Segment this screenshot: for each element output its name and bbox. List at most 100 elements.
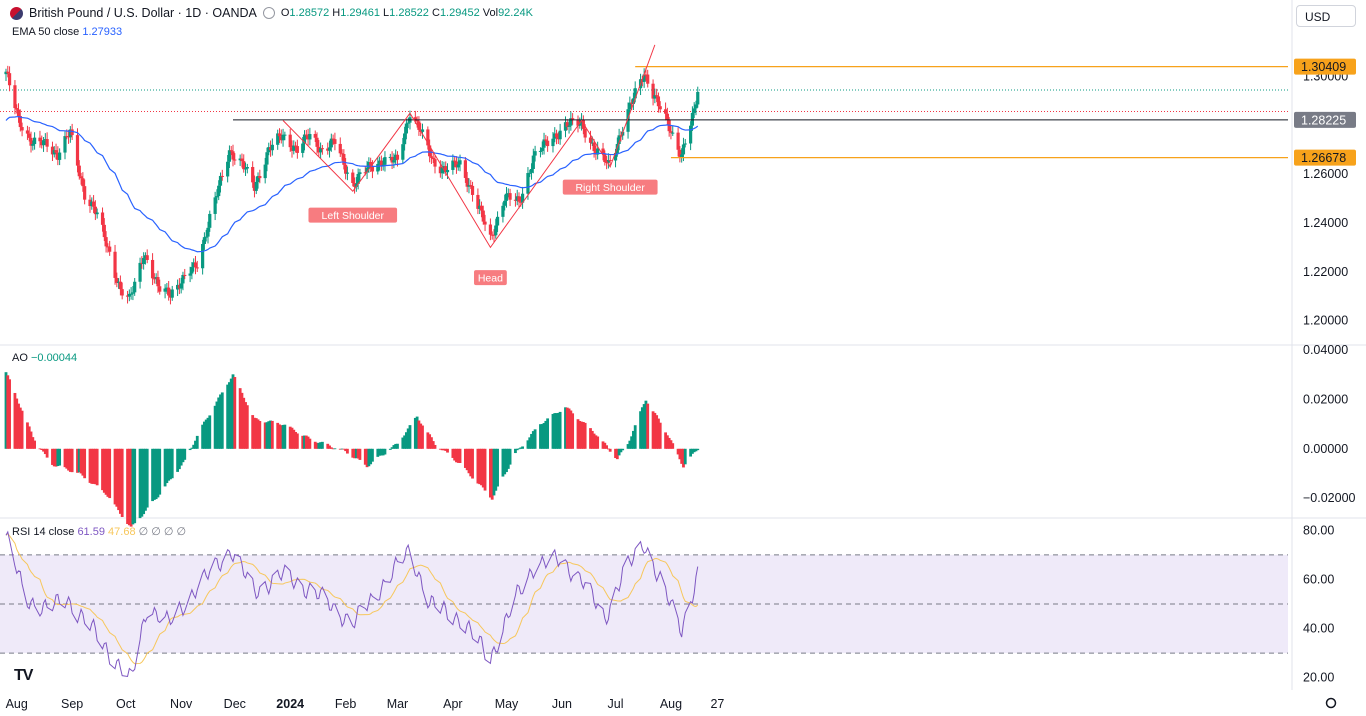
ao-histogram-bar: [308, 438, 312, 449]
ao-histogram-bar: [54, 448, 58, 467]
candle-body: [356, 173, 360, 184]
ao-histogram-bar: [453, 448, 457, 461]
ao-histogram-bar: [104, 448, 108, 495]
candle-body: [438, 166, 442, 174]
ao-histogram-bar: [183, 448, 187, 460]
symbol-title[interactable]: British Pound / U.S. Dollar · 1D · OANDA: [29, 6, 257, 20]
candle-body: [433, 159, 437, 167]
ao-histogram-bar: [644, 400, 648, 449]
ao-histogram-bar: [558, 411, 562, 449]
candle-body: [395, 154, 400, 160]
ao-histogram-bar: [258, 421, 262, 449]
candle-body: [150, 259, 155, 279]
candle-body: [27, 133, 31, 138]
ao-histogram-bar: [531, 431, 535, 449]
candle-body: [304, 134, 308, 136]
candle-body: [158, 286, 162, 292]
ao-histogram-bar: [379, 448, 383, 456]
ao-histogram-bar: [667, 437, 671, 449]
ao-histogram-bar: [678, 448, 682, 460]
ao-histogram-bar: [290, 427, 294, 449]
candle-body: [519, 201, 523, 203]
ao-histogram-bar: [13, 392, 17, 449]
ao-histogram-bar: [6, 375, 10, 449]
rsi-legend[interactable]: RSI 14 close 61.59 47.68 ∅ ∅ ∅ ∅: [12, 526, 187, 538]
ao-histogram-bar: [245, 405, 249, 449]
ao-axis-label: 0.04000: [1303, 343, 1348, 357]
candle-body: [513, 199, 518, 201]
ao-histogram-bar: [31, 437, 35, 449]
pattern-label: Right Shoulder: [575, 182, 645, 194]
candle-body: [392, 160, 396, 163]
candle-body: [270, 144, 274, 151]
pattern-label-box: [474, 270, 507, 286]
candle-body: [563, 122, 568, 131]
candle-body: [52, 150, 56, 155]
candle-body: [556, 137, 560, 140]
candle-body: [131, 292, 135, 294]
ao-histogram-bar: [43, 448, 47, 455]
currency-select[interactable]: USD: [1296, 5, 1356, 27]
candle-body: [7, 73, 12, 86]
candle-body: [601, 148, 605, 154]
candle-body: [251, 167, 255, 183]
volume-value: 92.24K: [498, 7, 533, 19]
ao-histogram-bar: [356, 448, 360, 459]
ao-histogram-bar: [115, 448, 119, 507]
candle-body: [694, 104, 698, 109]
time-axis-label: Dec: [224, 697, 246, 711]
settings-gear-icon[interactable]: [1325, 697, 1337, 709]
ema-50-line: [5, 116, 699, 253]
candle-body: [120, 289, 124, 296]
ao-histogram-bar: [142, 448, 146, 515]
ao-histogram-bar: [315, 442, 319, 449]
candle-body: [503, 200, 507, 206]
candle-body: [644, 74, 648, 76]
ao-histogram-bar: [403, 435, 407, 449]
ao-histogram-bar: [192, 444, 196, 449]
candle-body: [33, 137, 37, 145]
ao-histogram-bar: [515, 448, 519, 451]
ao-histogram-bar: [405, 432, 408, 449]
candle-body: [508, 193, 512, 200]
ao-histogram-bar: [431, 441, 435, 449]
ao-legend[interactable]: AO −0.00044: [12, 352, 78, 364]
chart-header: British Pound / U.S. Dollar · 1D · OANDA…: [10, 6, 533, 20]
candle-body: [240, 158, 244, 162]
candle-body: [283, 134, 287, 136]
candle-body: [215, 196, 219, 198]
candle-body: [192, 262, 196, 268]
candle-body: [195, 267, 199, 269]
ao-histogram-bar: [596, 436, 600, 449]
candle-body: [238, 158, 242, 161]
ao-histogram-bar: [154, 448, 158, 500]
time-axis-label: Sep: [61, 697, 83, 711]
ao-histogram-bar: [694, 448, 698, 452]
ao-histogram-bar: [344, 448, 348, 452]
ao-histogram-bar: [56, 448, 60, 467]
visibility-eye-icon[interactable]: [262, 7, 275, 19]
pattern-label-box: [308, 207, 398, 223]
ao-histogram-bar: [93, 448, 97, 485]
time-axis-label: Jul: [608, 697, 624, 711]
ao-histogram-bar: [428, 434, 432, 449]
pattern-label: Left Shoulder: [322, 210, 385, 222]
candle-body: [15, 108, 19, 110]
ao-histogram-bar: [351, 448, 355, 458]
ao-histogram-bar: [17, 403, 20, 449]
candle-body: [13, 85, 17, 109]
candle-body: [143, 255, 148, 259]
candle-body: [54, 150, 58, 153]
rsi-axis-label: 60.00: [1303, 572, 1334, 586]
ema-legend[interactable]: EMA 50 close 1.27933: [12, 26, 123, 38]
ao-histogram-bar: [328, 445, 331, 449]
time-axis-label: Oct: [116, 697, 136, 711]
candle-body: [306, 135, 310, 140]
ao-histogram-bar: [519, 447, 523, 449]
ao-histogram-bar: [83, 448, 87, 479]
ao-histogram-bar: [413, 417, 417, 449]
ao-histogram-bar: [254, 418, 258, 449]
ao-histogram-bar: [265, 422, 269, 449]
candle-body: [379, 160, 383, 166]
